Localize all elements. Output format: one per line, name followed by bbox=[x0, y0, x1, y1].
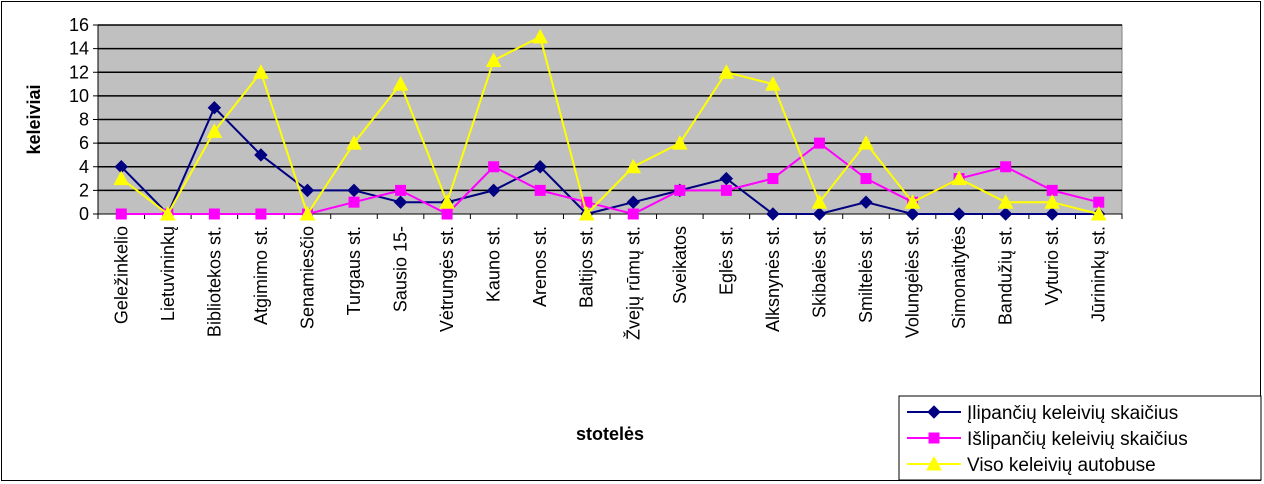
y-tick-label: 10 bbox=[69, 86, 89, 106]
series-3-point bbox=[578, 205, 595, 221]
series-3-point bbox=[113, 170, 130, 186]
x-tick-label: Geležinkelio bbox=[111, 226, 131, 324]
series-3-point bbox=[671, 135, 688, 150]
x-tick-label: Eglės st. bbox=[716, 226, 736, 295]
series-1-point bbox=[300, 183, 315, 198]
series-3-point bbox=[206, 123, 223, 138]
x-tick-label: Atgimimo st. bbox=[251, 226, 271, 325]
y-tick-label: 16 bbox=[69, 15, 89, 35]
series-3-point bbox=[299, 205, 316, 221]
series-3-point bbox=[346, 135, 362, 150]
series-2-point bbox=[627, 208, 639, 220]
series-3-point bbox=[997, 194, 1014, 209]
series-1-point bbox=[905, 207, 920, 221]
x-tick-label: Bibliotekos st. bbox=[204, 226, 224, 337]
series-1-point bbox=[533, 160, 547, 174]
x-tick-label: Bandužių st. bbox=[996, 226, 1016, 325]
series-2-point bbox=[674, 184, 686, 196]
series-2-point bbox=[115, 208, 127, 220]
series-1-point bbox=[486, 183, 501, 198]
legend-label-2: Išlipančių keleivių skaičius bbox=[967, 429, 1188, 450]
series-1-point bbox=[254, 148, 268, 162]
series-3-point bbox=[439, 194, 455, 209]
series-2-point bbox=[813, 137, 825, 149]
y-tick-label: 0 bbox=[79, 204, 89, 224]
series-2-point bbox=[767, 173, 779, 185]
series-2-point bbox=[441, 208, 453, 220]
x-tick-label: Smiltelės st. bbox=[856, 226, 876, 323]
series-3-point bbox=[951, 170, 967, 186]
series-2-point bbox=[348, 196, 360, 208]
series-2-point bbox=[860, 173, 872, 185]
y-tick-label: 4 bbox=[79, 157, 89, 177]
x-tick-label: Sveikatos bbox=[670, 226, 690, 304]
series-2-point bbox=[395, 184, 407, 196]
y-tick-label: 6 bbox=[79, 133, 89, 153]
series-3-point bbox=[1090, 205, 1107, 221]
series-3-point bbox=[811, 194, 828, 209]
series-1-point bbox=[626, 195, 640, 209]
series-3-point bbox=[392, 76, 409, 91]
series-1-point bbox=[393, 195, 408, 209]
y-tick-label: 12 bbox=[69, 62, 89, 82]
series-1-point bbox=[766, 207, 780, 221]
x-tick-label: Sausio 15- bbox=[391, 226, 411, 312]
series-line-3 bbox=[120, 35, 1099, 217]
x-tick-label: Vyturio st. bbox=[1042, 226, 1062, 305]
series-1-point bbox=[347, 183, 361, 198]
x-tick-label: Volungėlės st. bbox=[903, 226, 923, 338]
x-tick-label: Senamiesčio bbox=[297, 226, 317, 329]
series-3-point bbox=[159, 205, 176, 221]
series-3-point bbox=[253, 64, 269, 79]
series-1-point bbox=[719, 171, 734, 186]
x-axis-title: stotelės bbox=[576, 424, 644, 444]
x-tick-label: Arenos st. bbox=[530, 226, 550, 307]
legend-label-1: Įlipančių keleivių skaičius bbox=[967, 403, 1178, 424]
series-1-point bbox=[1045, 207, 1059, 221]
series-3-point bbox=[904, 194, 921, 209]
legend-marker-1 bbox=[927, 405, 941, 419]
x-tick-label: Simonaitytės bbox=[949, 226, 969, 329]
series-2-point bbox=[1000, 161, 1012, 173]
y-tick-label: 14 bbox=[69, 39, 89, 59]
series-1-point bbox=[998, 207, 1013, 221]
series-1-point bbox=[952, 207, 966, 221]
legend-marker-2 bbox=[928, 432, 940, 444]
series-2-point bbox=[488, 161, 500, 173]
x-tick-label: Turgaus st. bbox=[344, 226, 364, 315]
y-tick-label: 8 bbox=[79, 110, 89, 130]
x-tick-label: Vėtrungės st. bbox=[437, 226, 457, 332]
x-tick-label: Alksnynės st. bbox=[763, 226, 783, 332]
series-1-point bbox=[859, 195, 873, 209]
legend-marker-3 bbox=[926, 455, 942, 471]
x-tick-label: Lietuvininkų bbox=[158, 226, 178, 321]
x-tick-label: Jūrininkų st. bbox=[1089, 226, 1109, 322]
series-2-point bbox=[255, 208, 267, 220]
series-2-point bbox=[1093, 196, 1105, 208]
series-2-point bbox=[1046, 184, 1058, 196]
series-3-point bbox=[765, 76, 781, 91]
series-2-point bbox=[208, 208, 220, 220]
legend-label-3: Viso keleivių autobuse bbox=[967, 455, 1156, 476]
x-tick-label: Žvejų rūmų st. bbox=[623, 226, 643, 340]
x-tick-label: Baltijos st. bbox=[577, 226, 597, 308]
series-3-point bbox=[485, 52, 502, 67]
series-3-point bbox=[718, 64, 735, 79]
series-2-point bbox=[720, 184, 732, 196]
series-1-point bbox=[812, 207, 827, 221]
series-1-point bbox=[207, 100, 222, 115]
x-tick-label: Skibalės st. bbox=[809, 226, 829, 318]
series-3-point bbox=[532, 28, 549, 44]
series-3-point bbox=[1044, 194, 1061, 209]
series-2-point bbox=[534, 184, 546, 196]
y-tick-label: 2 bbox=[79, 180, 89, 200]
series-3-point bbox=[858, 135, 874, 150]
y-axis-title: keleiviai bbox=[24, 84, 44, 154]
series-3-point bbox=[625, 158, 642, 174]
x-tick-label: Kauno st. bbox=[484, 226, 504, 302]
